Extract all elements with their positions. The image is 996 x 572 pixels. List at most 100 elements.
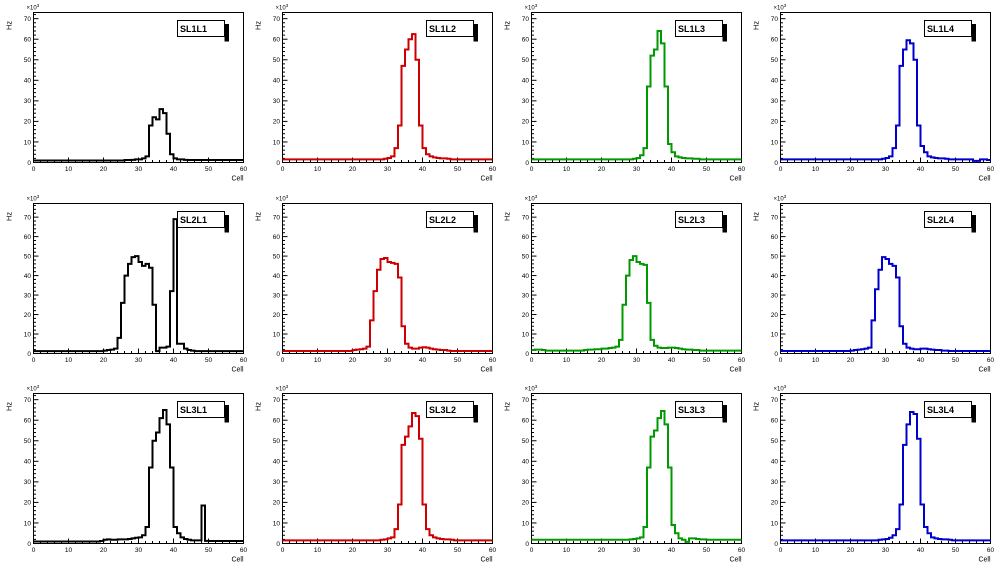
x-tick-label: 30: [882, 547, 890, 554]
pave-title: SL1L2: [429, 24, 456, 34]
x-tick-label: 0: [32, 166, 36, 173]
y-axis-exponent: ×103: [525, 3, 538, 12]
x-tick-label: 30: [384, 547, 392, 554]
y-tick-label: 70: [273, 16, 281, 23]
x-tick-label: 10: [563, 166, 571, 173]
histogram-line: [780, 39, 991, 162]
y-tick-label: 10: [273, 521, 281, 528]
y-tick-label: 30: [522, 479, 530, 486]
plot-panel-sl1l3: 0 10 20 30 40 50 60 0 10 20 30 40 50 60 70 Cell Hz ×103 SL…: [498, 0, 747, 191]
plot-panel-sl3l3: 0 10 20 30 40 50 60 0 10 20 30 40 50 60 70 Cell Hz ×103 SL…: [498, 381, 747, 572]
y-tick-label: 30: [771, 98, 779, 105]
y-axis-exponent: ×103: [774, 384, 787, 393]
y-tick-label: 0: [276, 541, 280, 548]
y-tick-label: 20: [24, 311, 32, 318]
pave-title: SL3L3: [678, 405, 705, 415]
plot-panel-sl1l4: 0 10 20 30 40 50 60 0 10 20 30 40 50 60 70 Cell Hz ×103 SL…: [747, 0, 996, 191]
y-tick-label: 20: [24, 119, 32, 126]
y-tick-label: 60: [771, 418, 779, 425]
y-axis-exponent: ×103: [27, 3, 40, 12]
pave-title: SL3L1: [180, 405, 207, 415]
plot-panel-sl2l2: 0 10 20 30 40 50 60 0 10 20 30 40 50 60 70 Cell Hz ×103 SL…: [249, 190, 498, 382]
y-tick-label: 20: [522, 119, 530, 126]
x-tick-label: 10: [812, 547, 820, 554]
x-tick-label: 10: [65, 547, 73, 554]
y-axis-exponent: ×103: [27, 384, 40, 393]
y-tick-label: 40: [771, 459, 779, 466]
x-axis-title: Cell: [231, 557, 244, 564]
pave-box: [675, 20, 723, 37]
x-axis-title: Cell: [480, 557, 493, 564]
y-tick-label: 30: [273, 292, 281, 299]
x-tick-label: 20: [100, 166, 108, 173]
pave-shadow: [971, 405, 976, 423]
y-tick-label: 40: [24, 459, 32, 466]
x-tick-label: 30: [633, 357, 641, 364]
y-tick-label: 0: [27, 350, 31, 357]
pave-title: SL2L2: [429, 215, 456, 225]
x-tick-label: 10: [314, 357, 322, 364]
y-tick-label: 10: [24, 521, 32, 528]
y-tick-label: 50: [522, 57, 530, 64]
plot-panel-sl3l2: 0 10 20 30 40 50 60 0 10 20 30 40 50 60 70 Cell Hz ×103 SL…: [249, 381, 498, 572]
x-tick-label: 30: [882, 166, 890, 173]
x-tick-label: 10: [65, 357, 73, 364]
x-tick-label: 10: [812, 357, 820, 364]
x-tick-label: 60: [987, 357, 995, 364]
x-axis-title: Cell: [978, 557, 991, 564]
histogram-canvas-sl3l3: 0 10 20 30 40 50 60 0 10 20 30 40 50 60 70 Cell Hz ×103 SL…: [503, 384, 746, 564]
y-tick-label: 30: [273, 98, 281, 105]
x-axis-title: Cell: [978, 176, 991, 183]
y-tick-label: 10: [522, 331, 530, 338]
pave-shadow: [722, 24, 727, 42]
x-tick-label: 40: [668, 547, 676, 554]
x-tick-label: 30: [633, 166, 641, 173]
y-tick-label: 50: [771, 253, 779, 260]
x-tick-label: 60: [489, 166, 497, 173]
y-tick-label: 60: [273, 234, 281, 241]
x-tick-label: 50: [952, 166, 960, 173]
y-tick-label: 0: [774, 160, 778, 167]
y-tick-label: 20: [273, 311, 281, 318]
x-axis-title: Cell: [729, 557, 742, 564]
x-tick-label: 10: [563, 357, 571, 364]
histogram-canvas-sl2l3: 0 10 20 30 40 50 60 0 10 20 30 40 50 60 70 Cell Hz ×103 SL…: [503, 194, 746, 374]
pave-box: [426, 20, 474, 37]
y-tick-label: 10: [522, 521, 530, 528]
x-tick-label: 0: [32, 547, 36, 554]
plot-panel-sl1l1: 0 10 20 30 40 50 60 0 10 20 30 40 50 60 70 Cell Hz ×103 SL…: [0, 0, 249, 191]
y-tick-label: 60: [24, 418, 32, 425]
histogram-line: [531, 254, 742, 352]
y-tick-label: 60: [273, 37, 281, 44]
x-tick-label: 40: [668, 166, 676, 173]
y-tick-label: 50: [273, 253, 281, 260]
pave-title: SL1L1: [180, 24, 207, 34]
y-tick-label: 50: [273, 438, 281, 445]
pave-title: SL2L4: [927, 215, 954, 225]
y-tick-label: 60: [24, 37, 32, 44]
y-tick-label: 70: [522, 397, 530, 404]
histogram-line: [33, 108, 244, 162]
x-tick-label: 10: [65, 166, 73, 173]
y-axis-title: Hz: [503, 21, 512, 30]
x-axis-title: Cell: [978, 366, 991, 373]
pave-shadow: [473, 405, 478, 423]
x-tick-label: 60: [240, 547, 248, 554]
y-axis-title: Hz: [752, 21, 761, 30]
histogram-line: [780, 411, 991, 542]
y-tick-label: 10: [522, 139, 530, 146]
x-tick-label: 20: [100, 357, 108, 364]
x-tick-label: 30: [882, 357, 890, 364]
x-tick-label: 40: [668, 357, 676, 364]
y-tick-label: 70: [522, 16, 530, 23]
y-tick-label: 60: [24, 234, 32, 241]
y-axis-exponent: ×103: [276, 3, 289, 12]
histogram-canvas-sl2l4: 0 10 20 30 40 50 60 0 10 20 30 40 50 60 70 Cell Hz ×103 SL…: [752, 194, 995, 374]
pave-shadow: [473, 24, 478, 42]
y-tick-label: 0: [27, 541, 31, 548]
y-tick-label: 40: [771, 78, 779, 85]
y-tick-label: 50: [24, 57, 32, 64]
y-axis-exponent: ×103: [774, 194, 787, 203]
x-tick-label: 20: [847, 357, 855, 364]
pave-shadow: [224, 405, 229, 423]
